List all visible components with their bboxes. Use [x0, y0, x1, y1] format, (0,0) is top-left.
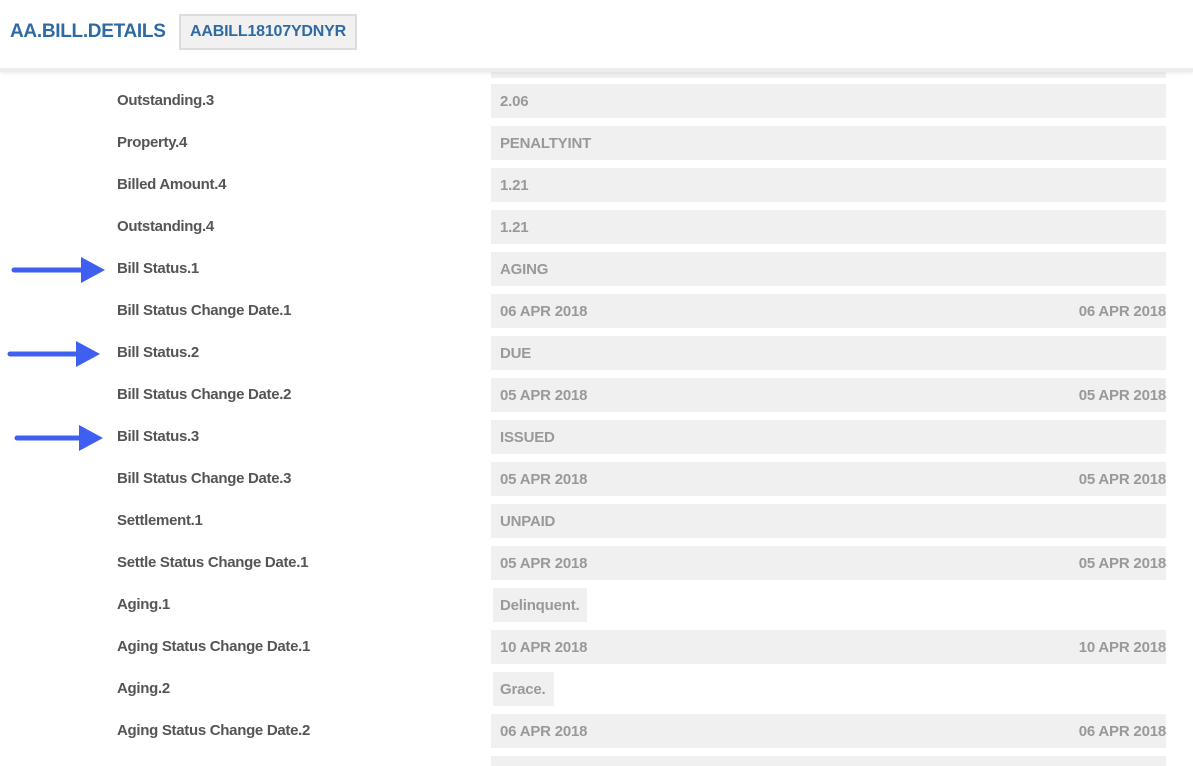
field-value-display: 10 APR 2018: [1078, 639, 1167, 656]
field-value-box: PENALTYINT: [491, 126, 1166, 160]
field-value: 1.21: [500, 219, 529, 236]
detail-row: Outstanding.4 1.21: [0, 210, 1193, 244]
field-value-box: AGING: [491, 252, 1166, 286]
detail-row: Settlement.1 UNPAID: [0, 504, 1193, 538]
field-label: Aging Status Change Date.2: [117, 722, 311, 739]
arrow-right-icon: [14, 425, 103, 451]
field-value: AGING: [500, 261, 549, 278]
field-value-box: ISSUED: [491, 420, 1166, 454]
field-value-display: 06 APR 2018: [1078, 723, 1167, 740]
field-value-box: 05 APR 2018 05 APR 2018: [491, 378, 1166, 412]
field-value-display: 05 APR 2018: [1078, 387, 1167, 404]
field-value: 10 APR 2018: [500, 639, 588, 656]
field-value-display: 05 APR 2018: [1078, 555, 1167, 572]
detail-row: Bill Status.3 ISSUED: [0, 420, 1193, 454]
field-value-box: 06 APR 2018 06 APR 2018: [491, 294, 1166, 328]
record-id-badge: AABILL18107YDNYR: [179, 14, 357, 50]
field-label: Bill Status Change Date.1: [117, 302, 292, 319]
field-label: Outstanding.3: [117, 92, 214, 109]
detail-row: Bill Status Change Date.3 05 APR 2018 05…: [0, 462, 1193, 496]
field-label: Bill Status.3: [117, 428, 199, 445]
field-value: 06 APR 2018: [500, 723, 588, 740]
field-value: UNPAID: [500, 513, 556, 530]
field-value: 05 APR 2018: [500, 387, 588, 404]
detail-row: Aging Status Change Date.1 10 APR 2018 1…: [0, 630, 1193, 664]
field-value: 05 APR 2018: [500, 471, 588, 488]
detail-row: Bill Status Change Date.1 06 APR 2018 06…: [0, 294, 1193, 328]
detail-row: Aging.2 Grace.: [0, 672, 1193, 706]
field-label: Settle Status Change Date.1: [117, 554, 309, 571]
detail-row: Outstanding.3 2.06: [0, 84, 1193, 118]
field-value-box: UNPAID: [491, 504, 1166, 538]
detail-row: Aging.1 Delinquent.: [0, 588, 1193, 622]
field-partial-bottom: [491, 756, 1166, 766]
field-value-box: 06 APR 2018 06 APR 2018: [491, 714, 1166, 748]
detail-row: Billed Amount.4 1.21: [0, 168, 1193, 202]
field-value-display: 06 APR 2018: [1078, 303, 1167, 320]
page-title: AA.BILL.DETAILS: [10, 21, 166, 42]
page-header: AA.BILL.DETAILS AABILL18107YDNYR: [0, 0, 1193, 72]
field-value: ISSUED: [500, 429, 555, 446]
arrow-right-icon: [7, 341, 100, 367]
field-label: Property.4: [117, 134, 188, 151]
arrow-right-icon: [11, 257, 105, 283]
field-value: Delinquent.: [500, 597, 580, 614]
field-value-box: 05 APR 2018 05 APR 2018: [491, 546, 1166, 580]
field-value-display: 05 APR 2018: [1078, 471, 1167, 488]
detail-row: Bill Status.2 DUE: [0, 336, 1193, 370]
field-label: Billed Amount.4: [117, 176, 227, 193]
detail-row: Settle Status Change Date.1 05 APR 2018 …: [0, 546, 1193, 580]
field-value-box: 2.06: [491, 84, 1166, 118]
field-value-box: 10 APR 2018 10 APR 2018: [491, 630, 1166, 664]
field-label: Aging.2: [117, 680, 170, 697]
field-label: Bill Status.2: [117, 344, 199, 361]
field-label: Aging.1: [117, 596, 170, 613]
field-value: Grace.: [500, 681, 546, 698]
field-value-box: 1.21: [491, 210, 1166, 244]
field-value: 1.21: [500, 177, 529, 194]
field-label: Bill Status Change Date.3: [117, 470, 292, 487]
field-value: DUE: [500, 345, 532, 362]
field-value: 2.06: [500, 93, 529, 110]
field-label: Aging Status Change Date.1: [117, 638, 311, 655]
detail-row: Property.4 PENALTYINT: [0, 126, 1193, 160]
field-label: Bill Status.1: [117, 260, 199, 277]
field-value: 05 APR 2018: [500, 555, 588, 572]
detail-row: Bill Status Change Date.2 05 APR 2018 05…: [0, 378, 1193, 412]
field-value-box: Delinquent.: [493, 588, 588, 622]
field-label: Bill Status Change Date.2: [117, 386, 292, 403]
detail-row: Bill Status.1 AGING: [0, 252, 1193, 286]
field-value: PENALTYINT: [500, 135, 592, 152]
field-value: 06 APR 2018: [500, 303, 588, 320]
detail-row: Aging Status Change Date.2 06 APR 2018 0…: [0, 714, 1193, 748]
field-label: Outstanding.4: [117, 218, 214, 235]
field-value-box: Grace.: [493, 672, 554, 706]
field-label: Settlement.1: [117, 512, 203, 529]
field-value-box: 05 APR 2018 05 APR 2018: [491, 462, 1166, 496]
field-value-box: DUE: [491, 336, 1166, 370]
field-value-box: 1.21: [491, 168, 1166, 202]
